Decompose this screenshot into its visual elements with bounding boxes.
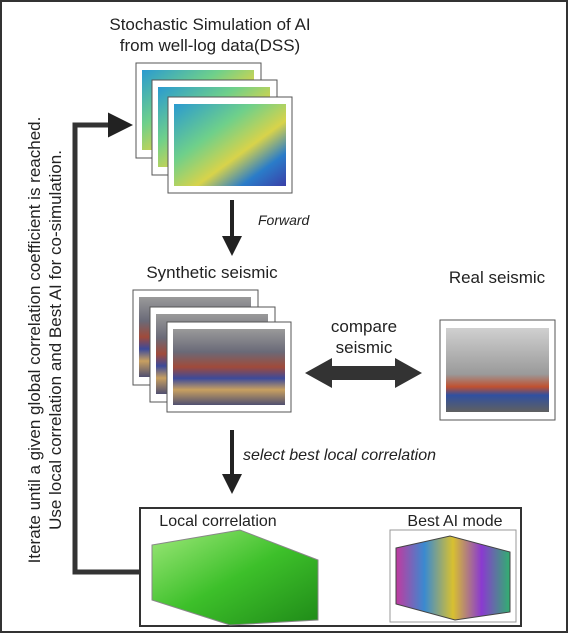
node-label: Stochastic Simulation of AI: [109, 15, 310, 34]
dss-cubes: [136, 63, 292, 193]
node-label: Best AI mode: [407, 513, 502, 530]
edge-label: Forward: [258, 212, 311, 228]
side-note-line: Iterate until a given global correlation…: [25, 117, 44, 564]
loop-arrow: [75, 125, 140, 572]
synthetic-cubes: [133, 290, 291, 412]
cube-image: [173, 329, 285, 405]
compare-arrow: [305, 358, 422, 388]
side-note-line: Use local correlation and Best AI for co…: [46, 150, 65, 530]
edge-label: select best local correlation: [243, 447, 436, 464]
best-ai-cube: [396, 536, 510, 620]
node-label: from well-log data(DSS): [120, 36, 300, 55]
diagram: Iterate until a given global correlation…: [0, 0, 568, 633]
node-label: Local correlation: [159, 513, 276, 530]
real-image: [446, 328, 549, 412]
node-label: Real seismic: [449, 268, 546, 287]
edge-label: seismic: [336, 338, 393, 357]
edge-label: compare: [331, 317, 397, 336]
side-note: Iterate until a given global correlation…: [25, 117, 65, 564]
node-label: Synthetic seismic: [146, 263, 278, 282]
page: Iterate until a given global correlation…: [0, 0, 568, 633]
cube-image: [174, 104, 286, 186]
